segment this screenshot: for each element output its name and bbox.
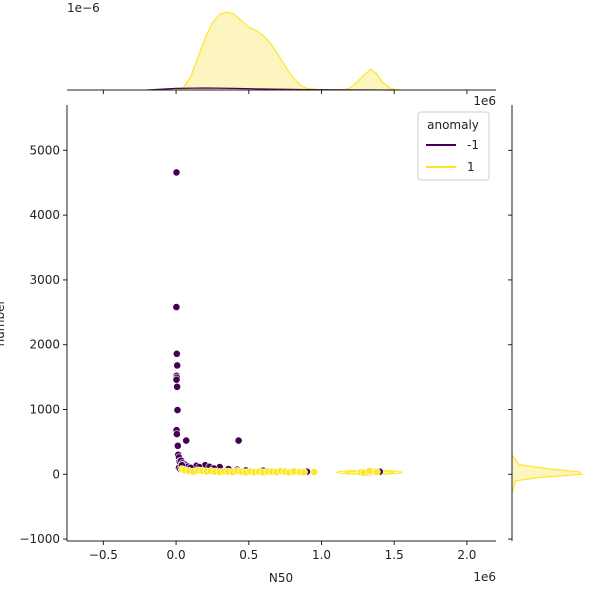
point-anomaly-neg [173,382,181,391]
top-marginal-kde [146,11,402,91]
legend: anomaly -1 1 [417,111,490,181]
point-anomaly-neg [182,436,191,445]
top-kde-fill-pos [176,12,402,90]
x-axis-label: N50 [269,571,293,585]
point-anomaly-neg [234,436,243,445]
point-anomaly-pos [365,467,374,475]
scatter-points [172,168,384,477]
point-anomaly-neg [173,441,182,450]
point-anomaly-neg [172,375,181,384]
top-kde-line-pos [175,11,402,91]
x-tick-label: 2.0 [457,548,476,562]
top-offset-text: 1e−6 [67,1,100,15]
point-anomaly-pos [310,468,319,476]
y-tick-label: 3000 [29,273,60,287]
x-tick-label: 1.5 [385,548,404,562]
right-marginal-ticks [508,149,512,540]
point-anomaly-neg [172,430,181,438]
legend-title: anomaly [427,118,479,132]
point-anomaly-neg [173,406,182,414]
x-offset-text: 1e6 [473,570,496,584]
right-marginal-kde [511,454,584,494]
right-kde-fill-pos [512,454,582,494]
x-tick-label: 0.0 [167,548,186,562]
y-tick-label: 0 [52,467,60,481]
y-tick-label: 4000 [29,208,60,222]
y-axis-ticks: −1000 0 1000 2000 3000 4000 5000 [19,143,67,546]
x-tick-label: −0.5 [89,548,118,562]
main-scatter-area [172,168,403,477]
point-anomaly-pos [372,468,381,476]
point-anomaly-neg [172,349,181,358]
x-tick-label: 1.0 [312,548,331,562]
top-marginal-ticks [102,90,468,94]
y-axis-label: number [0,300,7,347]
right-kde-line-pos [511,454,584,494]
legend-label-neg: -1 [467,138,479,152]
y-tick-label: 1000 [29,402,60,416]
y-tick-label: 2000 [29,338,60,352]
y-tick-label: 5000 [29,143,60,157]
point-anomaly-neg [173,361,182,370]
right-offset-text: 1e6 [473,94,496,108]
point-anomaly-neg [172,303,181,311]
legend-label-pos: 1 [467,160,475,174]
x-tick-label: 0.5 [239,548,258,562]
point-anomaly-pos [300,468,308,477]
point-anomaly-neg [172,168,181,177]
y-tick-label: −1000 [19,532,60,546]
x-axis-ticks: −0.5 0.0 0.5 1.0 1.5 2.0 [89,541,476,562]
